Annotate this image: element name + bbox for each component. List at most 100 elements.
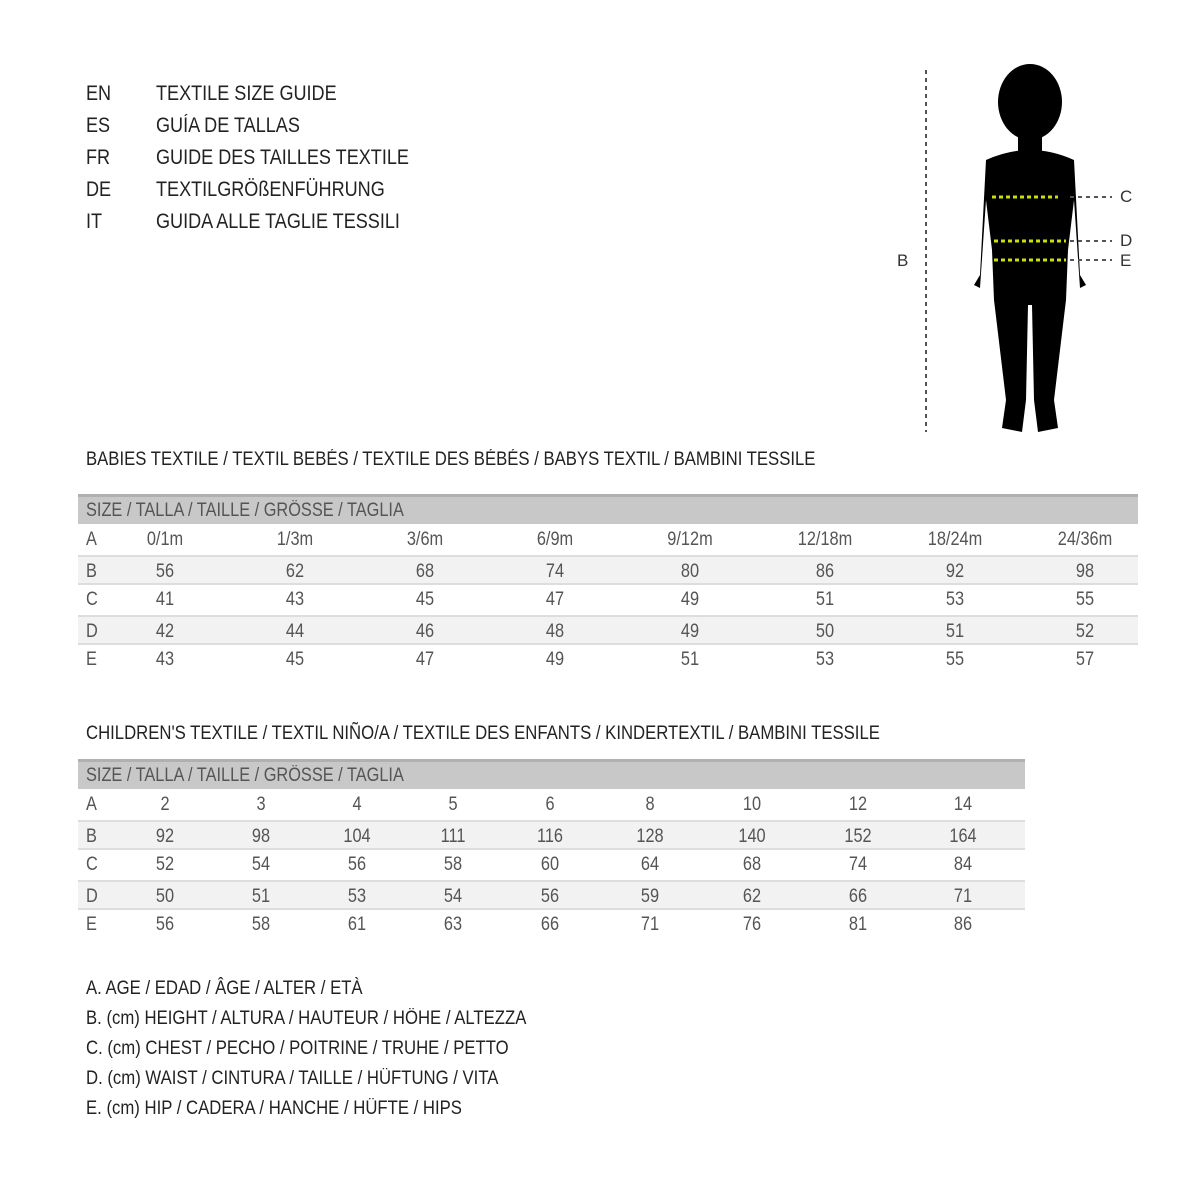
table-cell: 56 xyxy=(347,854,367,875)
table-cell: 0/1m xyxy=(146,529,184,550)
table-cell: 98 xyxy=(251,826,271,847)
table-cell: 86 xyxy=(953,914,973,935)
table-cell: 48 xyxy=(545,621,565,642)
table-cell: 12/18m xyxy=(797,529,853,550)
table-cell: 43 xyxy=(285,589,305,610)
guide-title: TEXTILE SIZE GUIDE xyxy=(156,82,337,105)
table-row: E 43 45 47 49 51 53 55 57 xyxy=(78,645,1138,675)
table-cell: 4 xyxy=(352,794,362,815)
table-cell: 3 xyxy=(256,794,266,815)
table-cell: 51 xyxy=(251,886,271,907)
table-cell: 47 xyxy=(415,649,435,670)
table-header-row: SIZE / TALLA / TAILLE / GRÖSSE / TAGLIA xyxy=(78,494,1138,524)
row-label: C xyxy=(86,854,98,875)
table-cell: 49 xyxy=(680,621,700,642)
table-cell: 116 xyxy=(536,826,564,847)
table-cell: 56 xyxy=(155,561,175,582)
table-cell: 52 xyxy=(155,854,175,875)
table-cell: 12 xyxy=(848,794,868,815)
table-cell: 58 xyxy=(251,914,271,935)
guide-title: TEXTILGRÖßENFÜHRUNG xyxy=(156,178,385,201)
table-cell: 1/3m xyxy=(276,529,314,550)
table-cell: 10 xyxy=(742,794,762,815)
table-row: B 56 62 68 74 80 86 92 98 xyxy=(78,555,1138,585)
table-cell: 24/36m xyxy=(1057,529,1113,550)
table-cell: 68 xyxy=(742,854,762,875)
table-cell: 6 xyxy=(545,794,555,815)
table-cell: 81 xyxy=(848,914,868,935)
table-cell: 74 xyxy=(848,854,868,875)
table-cell: 56 xyxy=(155,914,175,935)
table-cell: 55 xyxy=(945,649,965,670)
table-cell: 62 xyxy=(742,886,762,907)
table-cell: 58 xyxy=(443,854,463,875)
table-cell: 54 xyxy=(251,854,271,875)
table-cell: 66 xyxy=(540,914,560,935)
row-label: D xyxy=(86,621,98,642)
table-cell: 54 xyxy=(443,886,463,907)
hip-label: E xyxy=(1120,251,1132,270)
table-cell: 64 xyxy=(640,854,660,875)
table-cell: 18/24m xyxy=(927,529,983,550)
body-silhouette-figure xyxy=(925,64,1112,432)
table-cell: 71 xyxy=(640,914,660,935)
language-code: DE xyxy=(86,178,112,201)
table-cell: 2 xyxy=(160,794,170,815)
table-cell: 53 xyxy=(347,886,367,907)
legend-item: C. (cm) CHEST / PECHO / POITRINE / TRUHE… xyxy=(86,1038,509,1059)
table-cell: 43 xyxy=(155,649,175,670)
row-label: D xyxy=(86,886,98,907)
table-header-row: SIZE / TALLA / TAILLE / GRÖSSE / TAGLIA xyxy=(78,759,1025,789)
table-cell: 71 xyxy=(953,886,973,907)
table-cell: 164 xyxy=(949,826,977,847)
table-row: A 2 3 4 5 6 8 10 12 14 xyxy=(78,790,1025,820)
table-cell: 140 xyxy=(738,826,766,847)
child-silhouette xyxy=(974,64,1086,432)
language-code: FR xyxy=(86,146,111,169)
babies-section-title: BABIES TEXTILE / TEXTIL BEBÉS / TEXTILE … xyxy=(86,449,816,470)
language-code: ES xyxy=(86,114,111,137)
table-cell: 51 xyxy=(680,649,700,670)
guide-title: GUIDE DES TAILLES TEXTILE xyxy=(156,146,409,169)
table-cell: 42 xyxy=(155,621,175,642)
table-cell: 80 xyxy=(680,561,700,582)
table-cell: 57 xyxy=(1075,649,1095,670)
table-cell: 6/9m xyxy=(536,529,574,550)
table-row: B 92 98 104 111 116 128 140 152 164 xyxy=(78,820,1025,850)
table-cell: 152 xyxy=(844,826,872,847)
table-cell: 128 xyxy=(636,826,664,847)
table-cell: 111 xyxy=(440,826,466,847)
children-section-title: CHILDREN'S TEXTILE / TEXTIL NIÑO/A / TEX… xyxy=(86,723,880,744)
table-cell: 46 xyxy=(415,621,435,642)
table-cell: 68 xyxy=(415,561,435,582)
table-cell: 53 xyxy=(945,589,965,610)
table-cell: 55 xyxy=(1075,589,1095,610)
language-code: EN xyxy=(86,82,112,105)
row-label: E xyxy=(86,914,97,935)
table-cell: 63 xyxy=(443,914,463,935)
table-cell: 8 xyxy=(645,794,655,815)
table-row: C 52 54 56 58 60 64 68 74 84 xyxy=(78,850,1025,880)
table-cell: 3/6m xyxy=(406,529,444,550)
legend-item: E. (cm) HIP / CADERA / HANCHE / HÜFTE / … xyxy=(86,1098,462,1119)
table-cell: 51 xyxy=(945,621,965,642)
table-cell: 84 xyxy=(953,854,973,875)
table-cell: 51 xyxy=(815,589,835,610)
table-cell: 44 xyxy=(285,621,305,642)
row-label: B xyxy=(86,826,97,847)
row-label: E xyxy=(86,649,97,670)
table-cell: 45 xyxy=(285,649,305,670)
chest-label: C xyxy=(1120,187,1133,206)
row-label: A xyxy=(86,794,97,815)
table-cell: 53 xyxy=(815,649,835,670)
table-cell: 50 xyxy=(155,886,175,907)
height-label: B xyxy=(897,251,909,270)
row-label: C xyxy=(86,589,98,610)
legend-item: A. AGE / EDAD / ÂGE / ALTER / ETÀ xyxy=(86,978,363,999)
table-cell: 76 xyxy=(742,914,762,935)
table-cell: 62 xyxy=(285,561,305,582)
table-header-label: SIZE / TALLA / TAILLE / GRÖSSE / TAGLIA xyxy=(86,500,404,521)
table-cell: 74 xyxy=(545,561,565,582)
table-row: C 41 43 45 47 49 51 53 55 xyxy=(78,585,1138,615)
table-cell: 45 xyxy=(415,589,435,610)
